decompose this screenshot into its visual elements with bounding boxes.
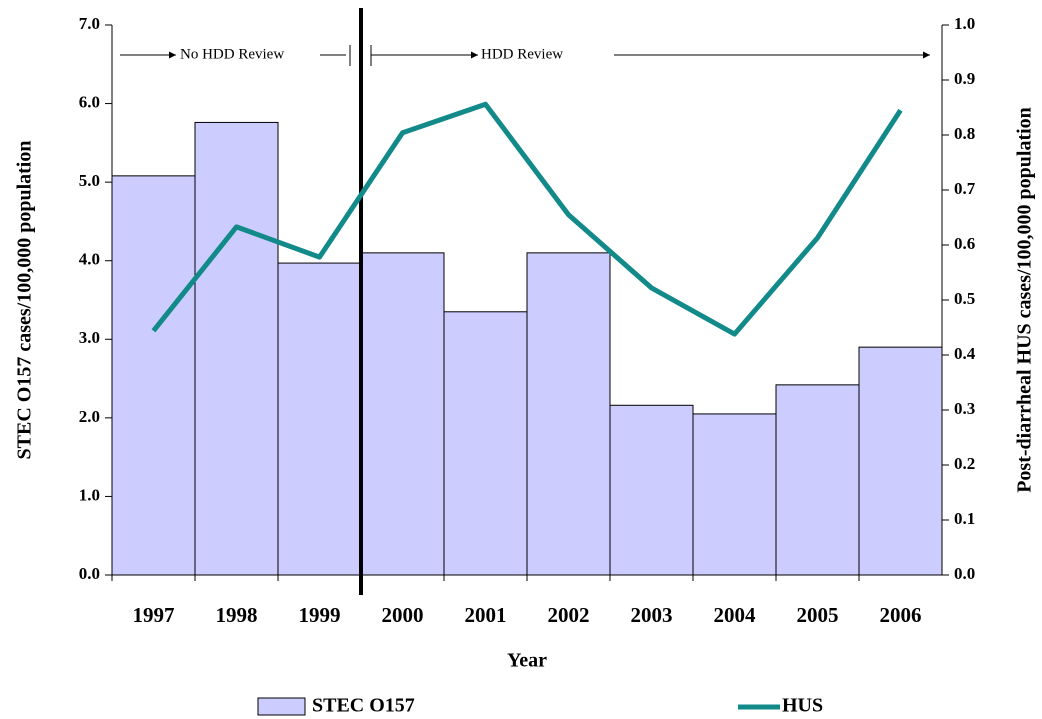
y-tick-label: 0.0 <box>79 564 100 583</box>
bar <box>277 262 362 576</box>
y-tick-label: 5.0 <box>79 171 100 190</box>
y2-tick-label: 1.0 <box>954 14 975 33</box>
x-tick-label: 2000 <box>382 603 424 627</box>
x-tick-label: 2002 <box>548 603 590 627</box>
y2-tick-label: 0.0 <box>954 564 975 583</box>
bar <box>609 404 694 576</box>
x-tick-label: 2001 <box>465 603 507 627</box>
x-tick-label: 1998 <box>216 603 258 627</box>
bar <box>443 311 528 576</box>
bar <box>360 252 445 576</box>
legend-label: STEC O157 <box>312 695 415 717</box>
line <box>151 101 903 337</box>
x-tick-label: 2006 <box>880 603 922 627</box>
bar <box>858 346 943 576</box>
annotation: No HDD Review <box>180 46 284 62</box>
legend-label: HUS <box>782 695 823 717</box>
annotation: HDD Review <box>481 46 563 62</box>
bar <box>692 413 777 576</box>
y-tick-label: 4.0 <box>79 250 100 269</box>
y2-tick-label: 0.9 <box>954 69 975 88</box>
y2-tick-label: 0.8 <box>954 124 975 143</box>
bar <box>775 384 860 576</box>
x-axis-label: Year <box>507 650 547 672</box>
y-axis-label: STEC O157 cases/100,000 population <box>14 141 36 460</box>
y2-tick-label: 0.2 <box>954 454 975 473</box>
y-tick-label: 1.0 <box>79 485 100 504</box>
plot <box>111 121 943 576</box>
x-tick-label: 2003 <box>631 603 673 627</box>
y2-tick-label: 0.7 <box>954 179 976 198</box>
y2-tick-label: 0.4 <box>954 344 976 363</box>
x-tick-label: 2005 <box>797 603 839 627</box>
y-tick-label: 6.0 <box>79 92 100 111</box>
x-tick-label: 1997 <box>133 603 175 627</box>
legend-swatch <box>257 697 306 716</box>
y2-axis-label: Post-diarrheal HUS cases/100,000 populat… <box>1014 107 1036 493</box>
bar <box>111 175 196 576</box>
y-tick-label: 7.0 <box>79 14 100 33</box>
y2-tick-label: 0.3 <box>954 399 975 418</box>
y2-tick-label: 0.1 <box>954 509 975 528</box>
y-tick-label: 2.0 <box>79 407 100 426</box>
y-tick-label: 3.0 <box>79 328 100 347</box>
x-tick-label: 1999 <box>299 603 341 627</box>
bar <box>526 252 611 576</box>
y2-tick-label: 0.5 <box>954 289 975 308</box>
x-tick-label: 2004 <box>714 603 757 627</box>
y2-tick-label: 0.6 <box>954 234 975 253</box>
bar <box>194 121 279 576</box>
